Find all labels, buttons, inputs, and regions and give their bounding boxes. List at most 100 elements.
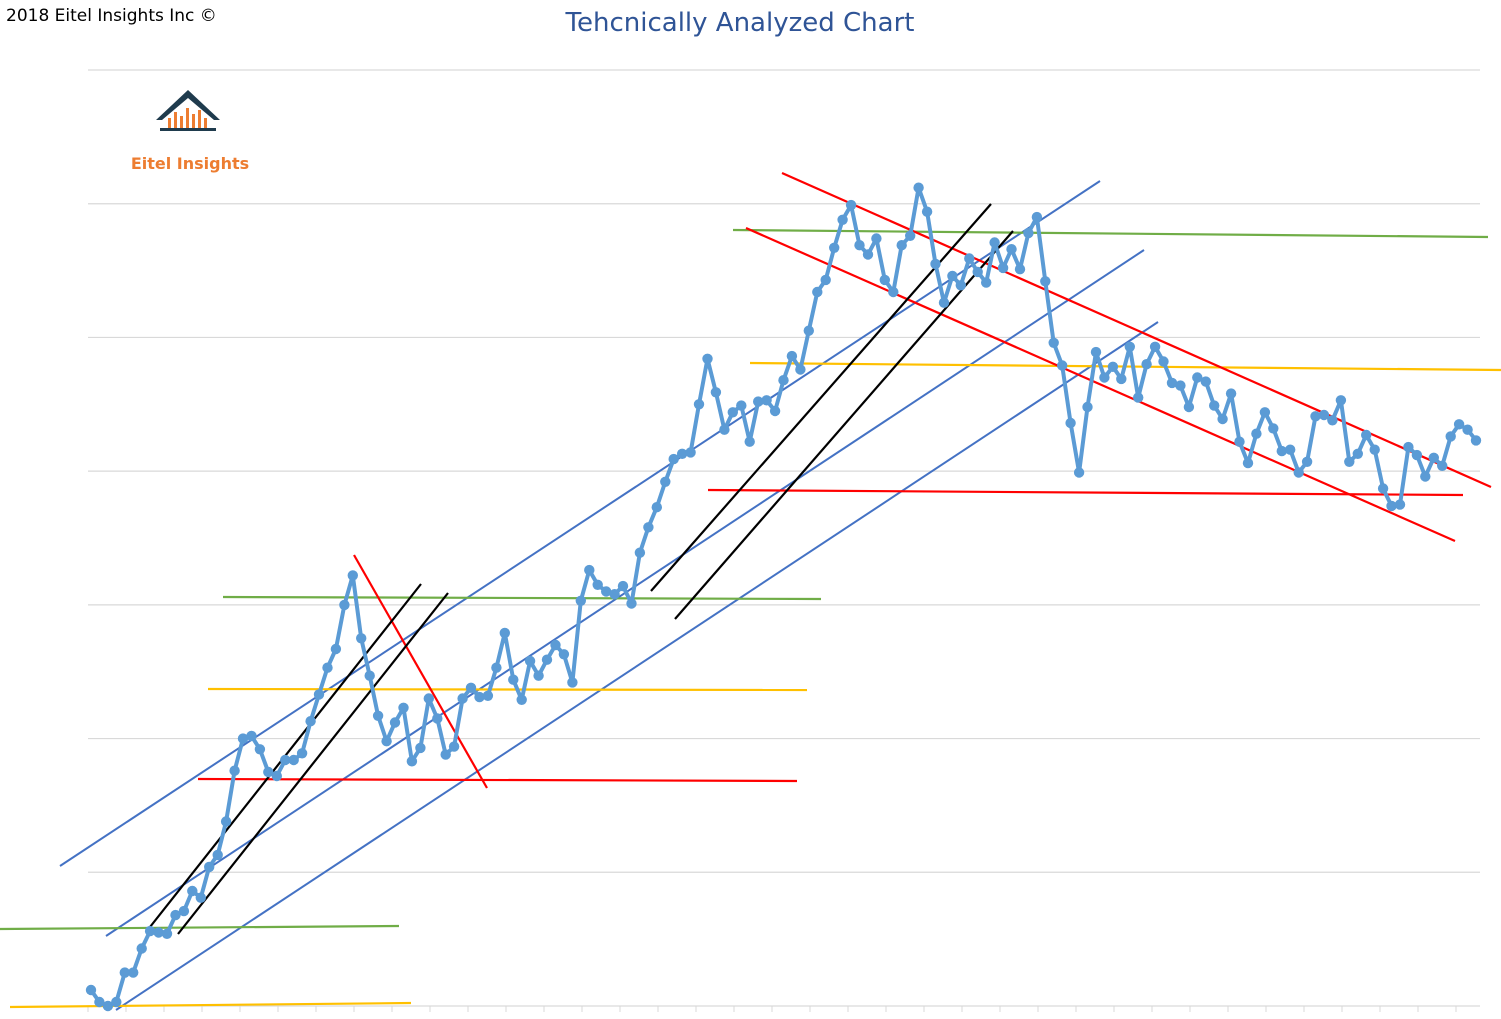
- price-point: [1437, 460, 1448, 471]
- support_green-line: [732, 228, 1489, 239]
- house-chart-icon: [156, 90, 220, 131]
- price-point: [1082, 401, 1093, 413]
- price-point: [356, 633, 367, 644]
- price-point: [1301, 456, 1313, 467]
- technical-annotations: [0, 171, 1501, 1011]
- price-point: [1149, 341, 1161, 352]
- price-point: [364, 670, 375, 681]
- price-point: [601, 586, 612, 597]
- price-point: [1361, 429, 1372, 441]
- price-point: [1225, 388, 1237, 399]
- price-point: [1445, 431, 1456, 442]
- support_yellow-line: [9, 1001, 412, 1009]
- price-point: [1090, 346, 1102, 358]
- price-point: [1420, 471, 1431, 482]
- channel-line: [59, 180, 1101, 867]
- channel-line: [115, 321, 1159, 1011]
- trend_black-line: [674, 230, 1014, 620]
- price-point: [322, 662, 333, 673]
- price-point: [448, 741, 460, 752]
- price-point: [229, 765, 240, 776]
- price-point: [1124, 341, 1136, 352]
- price-point: [212, 849, 223, 861]
- price-point: [820, 274, 831, 286]
- price-point: [702, 353, 713, 364]
- price-point: [389, 717, 401, 728]
- price-point: [896, 240, 907, 251]
- price-point: [1310, 411, 1321, 422]
- price-point: [803, 325, 814, 336]
- price-point: [330, 643, 342, 655]
- price-point: [1251, 428, 1262, 439]
- price-point: [1057, 360, 1068, 371]
- price-point: [837, 214, 848, 225]
- price-point: [1377, 483, 1389, 494]
- price-point: [879, 274, 890, 286]
- gridlines: [88, 69, 1480, 873]
- price-point: [592, 579, 603, 590]
- price-point: [1403, 441, 1414, 453]
- price-point: [677, 448, 688, 459]
- price-point: [1394, 499, 1406, 510]
- price-point: [128, 967, 139, 978]
- resistance-line: [353, 554, 488, 789]
- price-point: [1234, 436, 1245, 447]
- price-point: [1242, 457, 1254, 469]
- price-point: [981, 277, 992, 288]
- resistance-line: [745, 226, 1456, 543]
- price-point: [508, 674, 519, 685]
- price-point: [812, 286, 823, 298]
- price-point: [271, 770, 282, 782]
- price-point: [938, 297, 950, 308]
- price-point: [1285, 444, 1296, 455]
- price-point: [524, 655, 536, 667]
- price-point: [423, 693, 434, 704]
- price-point: [381, 736, 392, 747]
- price-point: [972, 266, 983, 278]
- eitel-insights-logo: Eitel Insights: [120, 88, 260, 183]
- price-point: [305, 716, 316, 727]
- price-point: [660, 476, 671, 487]
- price-point: [584, 564, 595, 576]
- price-point: [1335, 395, 1347, 406]
- price-point: [862, 249, 874, 260]
- trend_black-line: [177, 592, 449, 935]
- price-point: [1133, 392, 1144, 403]
- price-point: [204, 861, 215, 873]
- price-point: [871, 233, 882, 244]
- price-point: [575, 595, 586, 606]
- price-point: [1006, 244, 1017, 255]
- price-point: [719, 424, 730, 435]
- price-point: [761, 395, 772, 406]
- price-point: [1327, 415, 1338, 426]
- copyright-text: 2018 Eitel Insights Inc ©: [6, 6, 217, 26]
- price-point: [516, 694, 527, 705]
- price-point: [921, 206, 933, 217]
- price-point: [1031, 211, 1043, 223]
- price-point: [1411, 449, 1423, 461]
- price-point: [736, 400, 747, 411]
- price-point: [668, 453, 679, 465]
- price-point: [406, 756, 418, 767]
- price-point: [930, 258, 941, 270]
- price-point: [347, 570, 358, 581]
- price-point: [888, 286, 899, 298]
- price-point: [1065, 417, 1076, 429]
- resistance-line: [707, 488, 1464, 497]
- price-point: [263, 766, 274, 778]
- price-point: [1428, 452, 1440, 463]
- price-point: [1209, 400, 1220, 411]
- price-point: [136, 943, 147, 954]
- price-point: [432, 713, 443, 724]
- price-point: [1276, 445, 1288, 457]
- price-point: [1192, 372, 1203, 383]
- price-point: [727, 407, 738, 418]
- price-point: [634, 547, 646, 558]
- price-point: [144, 925, 156, 937]
- price-point: [541, 654, 553, 665]
- price-point: [947, 270, 958, 282]
- price-point: [102, 1000, 114, 1012]
- price-point: [398, 702, 409, 713]
- price-point: [187, 885, 198, 897]
- price-point: [440, 749, 451, 760]
